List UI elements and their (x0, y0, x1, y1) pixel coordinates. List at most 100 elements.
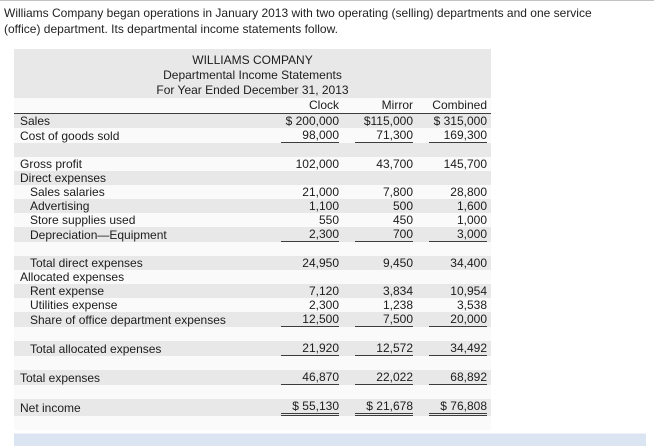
row-value (417, 416, 491, 430)
row-label: Advertising (30, 199, 90, 213)
row-label: Gross profit (20, 157, 83, 171)
row-value: 3,000 (417, 227, 491, 242)
statement-row: Direct expenses (14, 171, 491, 185)
row-value: 7,800 (382, 185, 413, 199)
row-value: $ 76,808 (417, 399, 491, 416)
row-value: 169,300 (417, 128, 491, 143)
row-label: Net income (20, 400, 81, 415)
statement-row: Advertising 1,100 500 1,600 (14, 199, 491, 213)
row-label: Utilities expense (30, 298, 118, 312)
row-value (269, 356, 343, 370)
row-value (343, 385, 417, 399)
row-value (269, 171, 343, 185)
row-value: $ 21,678 (343, 399, 417, 416)
row-value: 3,538 (456, 298, 487, 312)
statement-spacer-row (14, 356, 491, 370)
row-value (343, 356, 417, 370)
statement-row: Total allocated expenses 21,920 12,572 34,4… (14, 341, 491, 356)
row-label (14, 242, 269, 256)
column-header-row: Clock Mirror Combined (14, 98, 491, 114)
row-value (269, 327, 343, 341)
row-value (343, 416, 417, 430)
row-value: 2,300 (308, 298, 339, 312)
column-header-empty (14, 98, 269, 114)
income-statement: WILLIAMS COMPANY Departmental Income Sta… (14, 49, 491, 430)
row-value: $ 55,130 (269, 399, 343, 416)
row-label: Total expenses (20, 370, 101, 385)
row-value: 98,000 (269, 128, 343, 143)
row-value (343, 242, 417, 256)
row-label: Store supplies used (30, 213, 136, 227)
row-value (417, 143, 491, 157)
row-label: Allocated expenses (20, 270, 125, 284)
row-value: 20,000 (417, 312, 491, 327)
row-value: 1,600 (456, 199, 487, 213)
row-value: 21,000 (302, 185, 339, 199)
statement-spacer-row (14, 143, 491, 157)
row-value: 12,572 (343, 341, 417, 356)
row-value: 500 (392, 199, 413, 213)
row-value: 71,300 (343, 128, 417, 143)
row-value (269, 270, 343, 284)
row-value: 550 (318, 213, 339, 227)
row-value: 7,500 (343, 312, 417, 327)
row-value: 145,700 (443, 157, 487, 171)
statement-row: Cost of goods sold 98,000 71,300 169,300 (14, 128, 491, 143)
row-value: 22,022 (343, 370, 417, 385)
row-value: 1,100 (308, 199, 339, 213)
statement-spacer-row (14, 242, 491, 256)
row-value (343, 270, 417, 284)
statement-row: Sales salaries 21,000 7,800 28,800 (14, 185, 491, 199)
row-label: Sales (20, 114, 51, 128)
statement-row: Utilities expense 2,300 1,238 3,538 (14, 298, 491, 312)
statement-row: Allocated expenses (14, 270, 491, 284)
row-value: 9,450 (382, 256, 413, 270)
row-label (14, 143, 269, 157)
statement-spacer-row (14, 327, 491, 341)
statement-row: Sales $ 200,000 $115,000 $ 315,000 (14, 113, 491, 128)
row-value (269, 242, 343, 256)
row-label: Direct expenses (20, 171, 107, 185)
company-name: WILLIAMS COMPANY (192, 53, 313, 67)
row-value: 2,300 (269, 227, 343, 242)
row-label (14, 385, 269, 399)
row-value: 34,492 (417, 341, 491, 356)
row-value (417, 171, 491, 185)
row-value (269, 385, 343, 399)
row-value (343, 143, 417, 157)
row-value (417, 327, 491, 341)
row-value (417, 385, 491, 399)
income-statement-table: Clock Mirror Combined Sales $ 200,000 $115… (14, 98, 491, 430)
row-value (269, 416, 343, 430)
statement-spacer-row (14, 416, 491, 430)
row-value: 28,800 (450, 185, 487, 199)
statement-header: WILLIAMS COMPANY Departmental Income Sta… (14, 49, 491, 98)
row-value: 34,400 (450, 256, 487, 270)
row-value: 1,238 (382, 298, 413, 312)
statement-row: Net income $ 55,130 $ 21,678 $ 76,808 (14, 399, 491, 416)
intro-text: Williams Company began operations in Jan… (4, 6, 592, 36)
statement-row: Store supplies used 550 450 1,000 (14, 213, 491, 227)
row-value (343, 171, 417, 185)
row-value: $115,000 (363, 114, 413, 128)
row-label (14, 416, 269, 430)
row-value: 12,500 (269, 312, 343, 327)
row-value (343, 327, 417, 341)
statement-title: Departmental Income Statements (163, 68, 342, 82)
statement-period: For Year Ended December 31, 2013 (156, 83, 349, 97)
statement-row: Depreciation—Equipment 2,300 700 3,000 (14, 227, 491, 242)
row-value (417, 270, 491, 284)
row-value: $ 200,000 (285, 114, 339, 128)
row-value: 43,700 (376, 157, 413, 171)
row-label: Rent expense (30, 284, 105, 298)
row-label: Cost of goods sold (20, 128, 120, 143)
row-label: Sales salaries (30, 185, 105, 199)
row-value (269, 143, 343, 157)
row-value: 10,954 (450, 284, 487, 298)
statement-row: Total expenses 46,870 22,022 68,892 (14, 370, 491, 385)
row-label: Total direct expenses (30, 256, 143, 270)
column-header-combined: Combined (417, 98, 491, 114)
row-value: 46,870 (269, 370, 343, 385)
row-value: 7,120 (308, 284, 339, 298)
